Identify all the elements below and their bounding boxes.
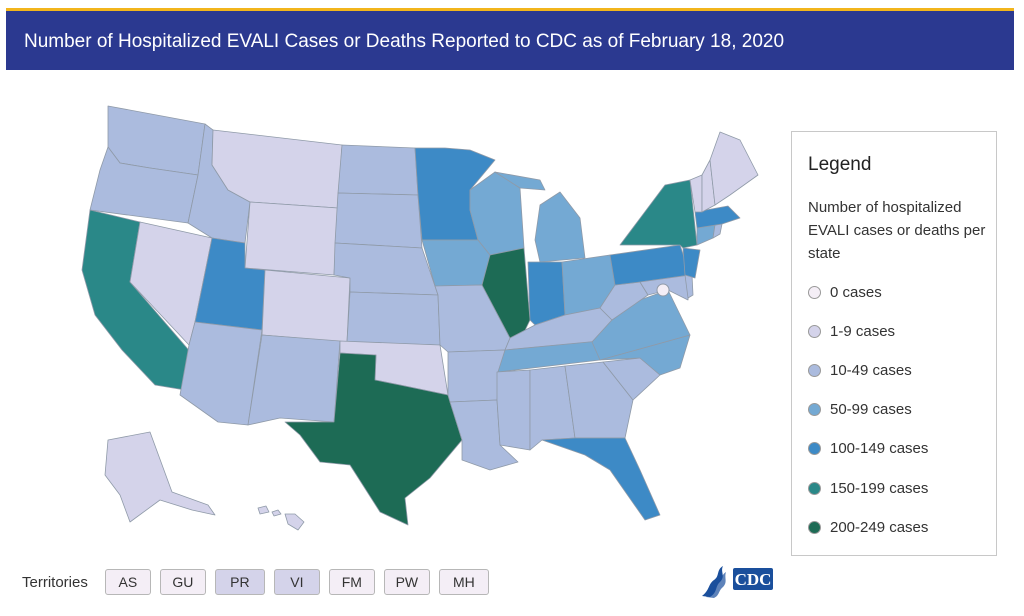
legend-swatch [808,481,821,495]
legend-label: 0 cases [830,283,882,301]
territories-bar: Territories AS GU PR VI FM PW MH [22,568,498,596]
state-ND[interactable] [337,144,419,196]
state-KS[interactable] [346,291,441,346]
state-IN[interactable] [527,261,566,326]
state-TX[interactable] [284,352,463,526]
us-map-svg [81,105,759,531]
legend-title: Legend [808,154,872,175]
state-ME[interactable] [709,131,759,206]
legend-item[interactable]: 100-149 cases [808,438,928,458]
header-banner: Number of Hospitalized EVALI Cases or De… [6,8,1014,70]
legend-label: 150-199 cases [830,479,929,497]
state-AK[interactable] [104,431,216,523]
state-DC[interactable] [656,283,670,297]
state-HI[interactable] [257,505,305,531]
cdc-logo[interactable]: CDC [696,560,776,600]
legend-item[interactable]: 1-9 cases [808,321,895,341]
legend-swatch [808,363,821,377]
state-NM[interactable] [247,334,341,426]
page-title: Number of Hospitalized EVALI Cases or De… [24,31,785,52]
state-CO[interactable] [261,269,351,343]
legend-label: 10-49 cases [830,361,912,379]
state-SD[interactable] [334,192,423,249]
legend: Legend Number of hospitalized EVALI case… [791,131,997,556]
legend-label: 100-149 cases [830,439,929,457]
state-AR[interactable] [447,349,506,403]
state-WY[interactable] [244,201,339,276]
legend-swatch [808,285,821,299]
state-MA[interactable] [694,205,741,229]
state-MI[interactable] [494,171,586,263]
legend-item[interactable]: 200-249 cases [808,517,928,537]
state-NE[interactable] [333,242,439,296]
cdc-logo-text: CDC [735,570,772,589]
state-CT[interactable] [696,224,716,246]
legend-label: 50-99 cases [830,400,912,418]
legend-swatch [808,520,821,534]
state-FL[interactable] [541,437,661,521]
cdc-logo-icon: CDC [702,566,773,598]
legend-label: 1-9 cases [830,322,896,340]
legend-description: Number of hospitalized EVALI cases or de… [808,199,986,262]
territory-button-mh[interactable]: MH [438,569,489,595]
legend-item[interactable]: 50-99 cases [808,399,912,419]
legend-swatch [808,324,821,338]
us-map [60,95,780,540]
territories-label: Territories [22,573,88,591]
territory-button-pw[interactable]: PW [383,569,430,595]
territory-button-as[interactable]: AS [104,569,151,595]
legend-item[interactable]: 150-199 cases [808,478,928,498]
state-GA[interactable] [564,361,634,439]
territory-button-pr[interactable]: PR [214,569,265,595]
territory-button-gu[interactable]: GU [159,569,206,595]
legend-item[interactable]: 0 cases [808,282,882,302]
state-NY[interactable] [619,179,698,249]
territory-button-fm[interactable]: FM [328,569,375,595]
state-AZ[interactable] [179,321,263,426]
legend-item[interactable]: 10-49 cases [808,360,912,380]
state-NJ[interactable] [682,247,701,279]
state-MS[interactable] [496,369,531,451]
legend-label: 200-249 cases [830,518,929,536]
legend-swatch [808,402,821,416]
territory-button-vi[interactable]: VI [273,569,320,595]
legend-swatch [808,441,821,455]
